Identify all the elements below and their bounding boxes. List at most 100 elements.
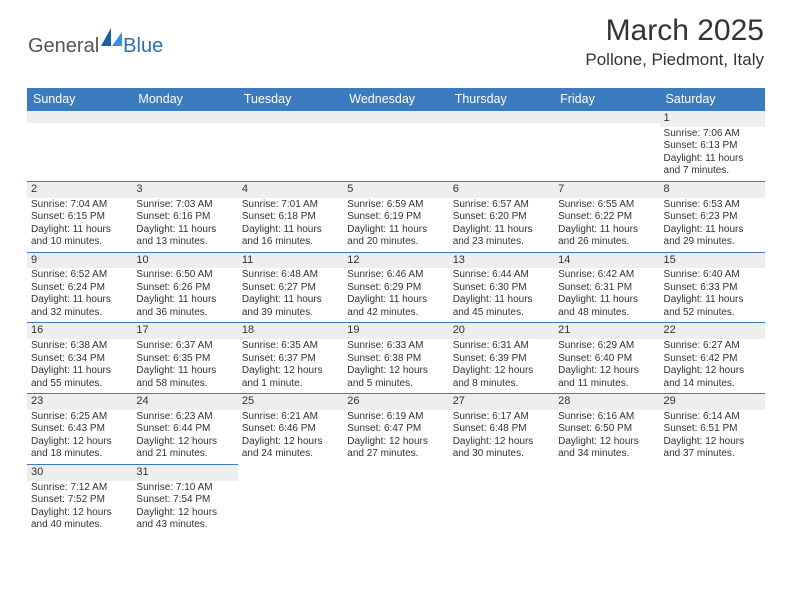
sunset-text: Sunset: 6:24 PM bbox=[31, 282, 128, 295]
daylight-text-1: Daylight: 12 hours bbox=[31, 436, 128, 449]
daylight-text-1: Daylight: 11 hours bbox=[558, 224, 655, 237]
sunset-text: Sunset: 6:34 PM bbox=[31, 353, 128, 366]
sunset-text: Sunset: 6:35 PM bbox=[136, 353, 233, 366]
day-number: 12 bbox=[343, 253, 448, 269]
day-body: Sunrise: 6:50 AMSunset: 6:26 PMDaylight:… bbox=[132, 268, 237, 322]
day-header: Monday bbox=[132, 88, 237, 111]
sunrise-text: Sunrise: 6:55 AM bbox=[558, 199, 655, 212]
daylight-text-1: Daylight: 12 hours bbox=[347, 436, 444, 449]
day-body: Sunrise: 6:35 AMSunset: 6:37 PMDaylight:… bbox=[238, 339, 343, 393]
daylight-text-2: and 36 minutes. bbox=[136, 307, 233, 320]
logo: General Blue bbox=[28, 28, 163, 65]
calendar-cell: 5Sunrise: 6:59 AMSunset: 6:19 PMDaylight… bbox=[343, 181, 448, 252]
calendar-cell: 7Sunrise: 6:55 AMSunset: 6:22 PMDaylight… bbox=[554, 181, 659, 252]
sunrise-text: Sunrise: 6:23 AM bbox=[136, 411, 233, 424]
sunset-text: Sunset: 6:42 PM bbox=[664, 353, 761, 366]
daylight-text-2: and 30 minutes. bbox=[453, 448, 550, 461]
daylight-text-1: Daylight: 11 hours bbox=[136, 365, 233, 378]
calendar-cell: 8Sunrise: 6:53 AMSunset: 6:23 PMDaylight… bbox=[660, 181, 765, 252]
day-body: Sunrise: 6:42 AMSunset: 6:31 PMDaylight:… bbox=[554, 268, 659, 322]
calendar-cell: 26Sunrise: 6:19 AMSunset: 6:47 PMDayligh… bbox=[343, 394, 448, 465]
sunrise-text: Sunrise: 6:16 AM bbox=[558, 411, 655, 424]
calendar-cell bbox=[554, 464, 659, 534]
day-body: Sunrise: 6:37 AMSunset: 6:35 PMDaylight:… bbox=[132, 339, 237, 393]
day-header-row: Sunday Monday Tuesday Wednesday Thursday… bbox=[27, 88, 765, 111]
sunset-text: Sunset: 6:43 PM bbox=[31, 423, 128, 436]
daylight-text-1: Daylight: 11 hours bbox=[31, 365, 128, 378]
sunset-text: Sunset: 6:16 PM bbox=[136, 211, 233, 224]
sunrise-text: Sunrise: 6:53 AM bbox=[664, 199, 761, 212]
day-number: 11 bbox=[238, 253, 343, 269]
daylight-text-1: Daylight: 12 hours bbox=[136, 507, 233, 520]
daylight-text-2: and 18 minutes. bbox=[31, 448, 128, 461]
sunrise-text: Sunrise: 6:46 AM bbox=[347, 269, 444, 282]
day-body: Sunrise: 6:17 AMSunset: 6:48 PMDaylight:… bbox=[449, 410, 554, 464]
daylight-text-2: and 10 minutes. bbox=[31, 236, 128, 249]
calendar-cell bbox=[660, 464, 765, 534]
sunset-text: Sunset: 6:29 PM bbox=[347, 282, 444, 295]
daylight-text-1: Daylight: 12 hours bbox=[453, 365, 550, 378]
calendar-week-row: 16Sunrise: 6:38 AMSunset: 6:34 PMDayligh… bbox=[27, 323, 765, 394]
daylight-text-2: and 45 minutes. bbox=[453, 307, 550, 320]
day-number: 24 bbox=[132, 394, 237, 410]
day-body: Sunrise: 6:53 AMSunset: 6:23 PMDaylight:… bbox=[660, 198, 765, 252]
calendar-week-row: 30Sunrise: 7:12 AMSunset: 7:52 PMDayligh… bbox=[27, 464, 765, 534]
sunrise-text: Sunrise: 7:04 AM bbox=[31, 199, 128, 212]
sunrise-text: Sunrise: 6:29 AM bbox=[558, 340, 655, 353]
daylight-text-2: and 32 minutes. bbox=[31, 307, 128, 320]
calendar-cell: 17Sunrise: 6:37 AMSunset: 6:35 PMDayligh… bbox=[132, 323, 237, 394]
calendar-cell: 28Sunrise: 6:16 AMSunset: 6:50 PMDayligh… bbox=[554, 394, 659, 465]
logo-text-blue: Blue bbox=[123, 35, 163, 58]
daylight-text-2: and 34 minutes. bbox=[558, 448, 655, 461]
calendar-cell: 6Sunrise: 6:57 AMSunset: 6:20 PMDaylight… bbox=[449, 181, 554, 252]
sunrise-text: Sunrise: 7:03 AM bbox=[136, 199, 233, 212]
calendar-cell: 27Sunrise: 6:17 AMSunset: 6:48 PMDayligh… bbox=[449, 394, 554, 465]
sunset-text: Sunset: 6:47 PM bbox=[347, 423, 444, 436]
daylight-text-1: Daylight: 12 hours bbox=[664, 365, 761, 378]
daylight-text-1: Daylight: 12 hours bbox=[664, 436, 761, 449]
daylight-text-1: Daylight: 11 hours bbox=[136, 294, 233, 307]
daylight-text-1: Daylight: 11 hours bbox=[453, 294, 550, 307]
day-body: Sunrise: 6:29 AMSunset: 6:40 PMDaylight:… bbox=[554, 339, 659, 393]
day-body: Sunrise: 6:55 AMSunset: 6:22 PMDaylight:… bbox=[554, 198, 659, 252]
day-body: Sunrise: 6:31 AMSunset: 6:39 PMDaylight:… bbox=[449, 339, 554, 393]
daylight-text-1: Daylight: 11 hours bbox=[664, 153, 761, 166]
calendar-cell: 20Sunrise: 6:31 AMSunset: 6:39 PMDayligh… bbox=[449, 323, 554, 394]
calendar-cell bbox=[132, 111, 237, 182]
calendar-week-row: 2Sunrise: 7:04 AMSunset: 6:15 PMDaylight… bbox=[27, 181, 765, 252]
day-number: 13 bbox=[449, 253, 554, 269]
location: Pollone, Piedmont, Italy bbox=[585, 50, 764, 70]
day-number: 21 bbox=[554, 323, 659, 339]
sunrise-text: Sunrise: 6:35 AM bbox=[242, 340, 339, 353]
calendar-cell: 30Sunrise: 7:12 AMSunset: 7:52 PMDayligh… bbox=[27, 464, 132, 534]
day-header: Friday bbox=[554, 88, 659, 111]
daylight-text-2: and 16 minutes. bbox=[242, 236, 339, 249]
day-body: Sunrise: 6:16 AMSunset: 6:50 PMDaylight:… bbox=[554, 410, 659, 464]
calendar-week-row: 9Sunrise: 6:52 AMSunset: 6:24 PMDaylight… bbox=[27, 252, 765, 323]
sunrise-text: Sunrise: 6:50 AM bbox=[136, 269, 233, 282]
sunrise-text: Sunrise: 6:37 AM bbox=[136, 340, 233, 353]
day-body: Sunrise: 6:48 AMSunset: 6:27 PMDaylight:… bbox=[238, 268, 343, 322]
day-header: Tuesday bbox=[238, 88, 343, 111]
day-header: Wednesday bbox=[343, 88, 448, 111]
sunset-text: Sunset: 6:31 PM bbox=[558, 282, 655, 295]
calendar-week-row: 23Sunrise: 6:25 AMSunset: 6:43 PMDayligh… bbox=[27, 394, 765, 465]
sunset-text: Sunset: 6:51 PM bbox=[664, 423, 761, 436]
day-body: Sunrise: 6:23 AMSunset: 6:44 PMDaylight:… bbox=[132, 410, 237, 464]
calendar-cell: 15Sunrise: 6:40 AMSunset: 6:33 PMDayligh… bbox=[660, 252, 765, 323]
day-body: Sunrise: 6:44 AMSunset: 6:30 PMDaylight:… bbox=[449, 268, 554, 322]
day-header: Sunday bbox=[27, 88, 132, 111]
sunset-text: Sunset: 6:39 PM bbox=[453, 353, 550, 366]
daylight-text-2: and 43 minutes. bbox=[136, 519, 233, 532]
daylight-text-2: and 39 minutes. bbox=[242, 307, 339, 320]
calendar-cell bbox=[449, 464, 554, 534]
sunset-text: Sunset: 6:18 PM bbox=[242, 211, 339, 224]
day-number: 9 bbox=[27, 253, 132, 269]
daylight-text-1: Daylight: 11 hours bbox=[31, 294, 128, 307]
daylight-text-1: Daylight: 11 hours bbox=[664, 294, 761, 307]
daylight-text-1: Daylight: 12 hours bbox=[242, 365, 339, 378]
sunrise-text: Sunrise: 7:06 AM bbox=[664, 128, 761, 141]
calendar-table: Sunday Monday Tuesday Wednesday Thursday… bbox=[27, 88, 765, 535]
calendar-cell: 18Sunrise: 6:35 AMSunset: 6:37 PMDayligh… bbox=[238, 323, 343, 394]
daylight-text-2: and 24 minutes. bbox=[242, 448, 339, 461]
